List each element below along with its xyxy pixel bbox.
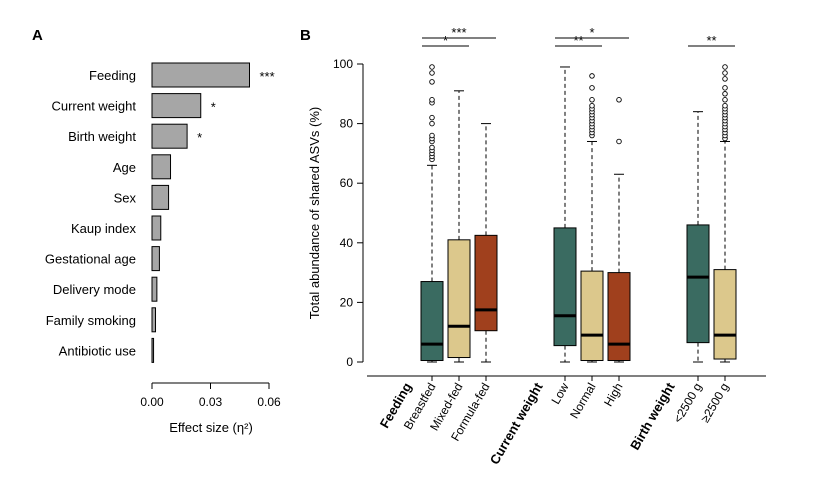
b-outlier-2500-g-12 [722,97,728,103]
b-group-label-current-weight: Current weight [487,379,546,467]
b-outlier-2500-g-17 [722,64,728,70]
a-category-labels: Feeding Current weight Birth weight Age Sex K… [45,68,137,358]
panel-b: B Total abundance of shared ASVs (%) 0 20… [300,25,766,467]
b-outlier-breastfed-4 [429,144,435,151]
b-y-tick-label-3: 60 [340,176,354,190]
b-x-label-high: High [601,381,625,409]
b-y-tick-label-4: 80 [340,117,354,131]
b-outlier-high-1 [616,97,622,103]
a-bar-birth-weight [151,123,188,149]
b-outlier-2500-g-11 [722,102,728,109]
b-box-mixed-fed [447,239,471,359]
b-x-label-normal: Normal [567,381,598,421]
b-bracket-stars-feeding-1: *** [451,25,466,40]
b-significance-brackets: ********* [422,25,735,48]
a-label-family-smoking: Family smoking [46,313,136,328]
a-bar-family-smoking [151,307,157,333]
b-bracket-stars-feeding-0: * [443,33,448,48]
a-label-sex: Sex [114,190,137,205]
b-x-label-low: Low [548,380,571,406]
a-label-birth-weight: Birth weight [68,129,136,144]
b-outlier-breastfed-13 [429,70,435,76]
a-label-kaup-index: Kaup index [71,221,137,236]
a-bar-antibiotic-use [151,337,155,363]
b-bracket-stars-current-weight-0: ** [573,33,583,48]
b-y-tick-label-0: 0 [346,355,353,369]
a-label-delivery-mode: Delivery mode [53,282,136,297]
b-outlier-breastfed-11 [429,97,435,103]
b-outlier-2500-g-16 [722,70,728,76]
b-group-label-birth-weight: Birth weight [627,379,678,452]
a-bar-current-weight [151,93,202,119]
a-tick-label-1: 0.03 [199,395,223,409]
b-boxes [420,64,737,363]
b-outlier-2500-g-15 [722,76,728,82]
a-label-gestational-age: Gestational age [45,252,136,267]
b-outlier-high-0 [616,138,622,145]
a-bar-gestational-age [151,246,160,272]
b-x-labels: FeedingBreastfedMixed-fedFormula-fedCurr… [377,379,732,467]
panel-b-label: B [300,27,311,44]
b-outlier-normal-13 [589,73,595,79]
b-outlier-normal-12 [589,85,595,91]
a-bars [151,62,250,363]
a-bar-delivery-mode [151,276,158,302]
b-y-axis-label: Total abundance of shared ASVs (%) [307,107,322,319]
b-outlier-2500-g-13 [722,91,728,97]
b-bracket-stars-birth-weight-0: ** [706,33,716,48]
a-tick-label-2: 0.06 [257,395,281,409]
b-outlier-normal-11 [589,97,595,103]
a-bar-feeding [151,62,250,88]
b-outlier-breastfed-12 [429,79,435,85]
b-box-2500-g [686,224,710,344]
a-tick-label-0: 0.00 [140,395,164,409]
a-label-antibiotic-use: Antibiotic use [59,343,136,358]
a-bar-sex [151,184,170,210]
b-box-2500-g [713,269,737,360]
a-label-feeding: Feeding [89,68,136,83]
b-box-high [607,272,631,362]
a-bar-age [151,154,172,180]
b-y-tick-label-2: 40 [340,236,354,250]
b-outlier-breastfed-9 [429,114,435,121]
a-bar-kaup-index [151,215,162,241]
a-label-age: Age [113,160,136,175]
panel-a-label: A [32,27,43,44]
panel-a: A Feeding Current weight Birth weight Age Se… [32,27,281,435]
b-box-normal [580,270,604,362]
a-annotation-feeding: *** [260,69,275,84]
a-x-axis: 0.00 0.03 0.06 [140,382,281,409]
b-outlier-breastfed-7 [429,132,435,139]
a-annotation-birth-weight: * [197,130,202,145]
b-y-tick-label-1: 20 [340,295,354,309]
b-outlier-breastfed-8 [429,120,435,127]
b-y-tick-label-5: 100 [333,57,353,71]
b-box-breastfed [420,281,444,362]
a-annotations: ***** [197,69,275,145]
b-box-formula-fed [474,234,498,332]
b-y-axis: 0 20 40 60 80 100 [333,57,766,381]
a-x-axis-label: Effect size (η²) [169,420,253,435]
a-annotation-current-weight: * [211,100,216,115]
b-outlier-2500-g-14 [722,85,728,91]
b-outlier-breastfed-14 [429,64,435,70]
b-box-low [553,227,577,347]
b-outlier-normal-10 [589,102,595,109]
a-label-current-weight: Current weight [51,99,136,114]
b-bracket-stars-current-weight-1: * [589,25,594,40]
